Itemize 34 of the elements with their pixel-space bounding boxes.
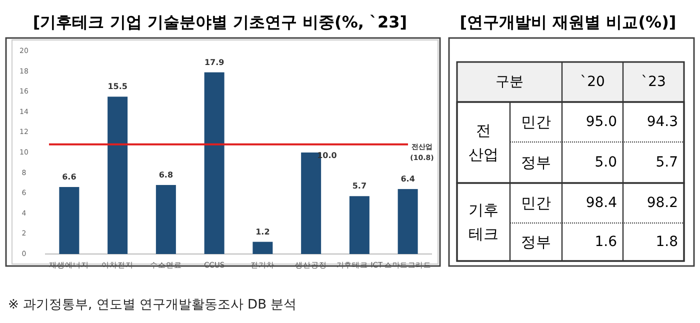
bar (108, 96, 128, 254)
data-label: 1.2 (256, 227, 270, 236)
bar (156, 184, 176, 254)
data-label: 5.0 (594, 154, 617, 170)
bar (59, 187, 80, 254)
bar (349, 196, 370, 254)
y2-tick-label: 전 산업 (468, 122, 498, 164)
y-tick-label: 민간 (521, 113, 551, 131)
data-label: 5.7 (656, 154, 678, 170)
x-tick-label: `20 (580, 74, 605, 90)
data-label: 6.6 (62, 172, 77, 182)
data-label: 98.4 (586, 195, 618, 211)
chart-title: [연구개발비 재원별 비교(%)] (460, 12, 676, 32)
bar (204, 72, 224, 254)
data-label: 1.8 (656, 234, 678, 250)
text: ※ 과기정통부, 연도별 연구개발활동조사 DB 분석 (8, 298, 297, 312)
bar (252, 242, 273, 254)
data-label: 1.6 (594, 234, 618, 250)
y-tick-label: 정부 (521, 233, 551, 251)
y-axis-title: 구분 (496, 74, 524, 90)
y-tick-label: 민간 (521, 194, 551, 212)
data-label: 5.7 (352, 182, 367, 191)
data-label: 17.9 (204, 58, 225, 67)
bar (398, 189, 418, 254)
y-tick-label: 정부 (521, 154, 551, 172)
data-label: 98.2 (646, 195, 678, 211)
data-label: 15.5 (108, 82, 128, 92)
y2-tick-label: 기후 테크 (468, 201, 498, 243)
x-tick-label: `23 (641, 74, 666, 90)
data-label: 95.0 (586, 114, 617, 130)
data-label: 94.3 (646, 114, 678, 130)
data-label: 6.4 (400, 174, 416, 184)
chart-title: [기후테크 기업 기술분야별 기초연구 비중(%, `23] (32, 12, 408, 32)
data-label: 6.8 (158, 170, 174, 180)
